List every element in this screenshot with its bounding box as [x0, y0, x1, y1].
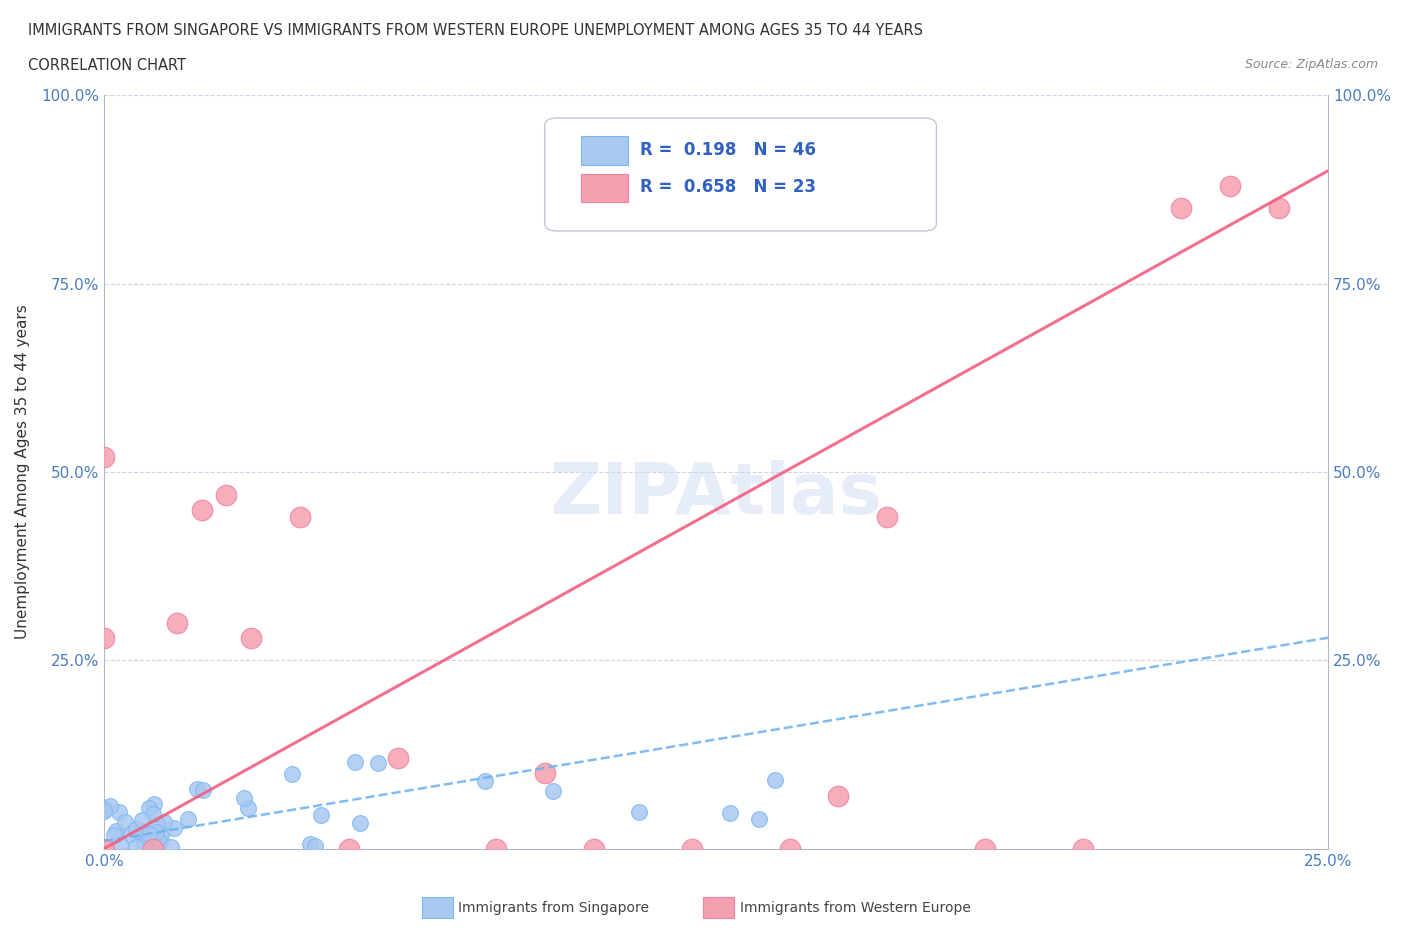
Point [215, 487, 238, 502]
Point [474, 774, 496, 789]
Point [232, 790, 254, 805]
Point [120, 826, 142, 841]
Text: ZIPAtlas: ZIPAtlas [550, 460, 883, 529]
Point [94, 802, 117, 817]
Point [876, 510, 898, 525]
Point [1170, 201, 1192, 216]
Point [131, 830, 153, 844]
Text: R =  0.198   N = 46: R = 0.198 N = 46 [640, 140, 815, 159]
Point [1219, 179, 1241, 193]
Point [186, 782, 208, 797]
Point [131, 813, 153, 828]
Point [148, 833, 170, 848]
Point [152, 814, 174, 829]
Point [132, 838, 155, 853]
Bar [582, 174, 628, 203]
Point [748, 812, 770, 827]
Point [145, 825, 167, 840]
Point [93, 631, 115, 645]
Point [349, 816, 371, 830]
Point [1268, 201, 1291, 216]
Point [143, 797, 166, 812]
Point [974, 842, 997, 857]
Point [337, 842, 360, 857]
Point [114, 815, 136, 830]
Point [107, 804, 129, 819]
Point [681, 842, 703, 857]
Point [288, 510, 311, 525]
FancyBboxPatch shape [544, 118, 936, 231]
Point [1071, 842, 1094, 857]
Point [309, 807, 332, 822]
Point [149, 834, 172, 849]
Point [298, 837, 321, 852]
Point [191, 783, 214, 798]
Point [533, 766, 555, 781]
Text: R =  0.658   N = 23: R = 0.658 N = 23 [640, 179, 815, 196]
Point [103, 828, 125, 843]
Point [100, 799, 122, 814]
Point [139, 827, 162, 842]
Point [93, 449, 115, 464]
Point [239, 631, 262, 645]
Point [166, 616, 188, 631]
Point [105, 824, 128, 839]
Point [142, 806, 165, 821]
Point [146, 817, 169, 832]
Point [367, 755, 389, 770]
Text: IMMIGRANTS FROM SINGAPORE VS IMMIGRANTS FROM WESTERN EUROPE UNEMPLOYMENT AMONG A: IMMIGRANTS FROM SINGAPORE VS IMMIGRANTS … [28, 23, 924, 38]
Point [163, 820, 186, 835]
Point [125, 840, 148, 855]
Point [827, 789, 849, 804]
Point [628, 804, 651, 819]
Point [177, 812, 200, 827]
Point [582, 842, 605, 857]
Point [281, 766, 304, 781]
Point [541, 784, 564, 799]
Bar [582, 136, 628, 165]
Point [236, 801, 259, 816]
Point [191, 502, 214, 517]
Text: Immigrants from Western Europe: Immigrants from Western Europe [740, 900, 970, 915]
Point [129, 823, 152, 838]
Point [485, 842, 508, 857]
Point [110, 837, 132, 852]
Point [343, 755, 366, 770]
Point [138, 827, 160, 842]
Text: Source: ZipAtlas.com: Source: ZipAtlas.com [1244, 58, 1378, 71]
Text: CORRELATION CHART: CORRELATION CHART [28, 58, 186, 73]
Point [138, 801, 160, 816]
Point [387, 751, 409, 765]
Point [93, 842, 115, 857]
Point [160, 840, 183, 855]
Point [763, 773, 786, 788]
Point [718, 806, 741, 821]
Point [779, 842, 801, 857]
Point [149, 828, 172, 843]
Point [304, 839, 326, 854]
Point [125, 822, 148, 837]
Point [142, 842, 165, 857]
Y-axis label: Unemployment Among Ages 35 to 44 years: Unemployment Among Ages 35 to 44 years [15, 305, 30, 640]
Text: Immigrants from Singapore: Immigrants from Singapore [458, 900, 650, 915]
Point [93, 804, 115, 818]
